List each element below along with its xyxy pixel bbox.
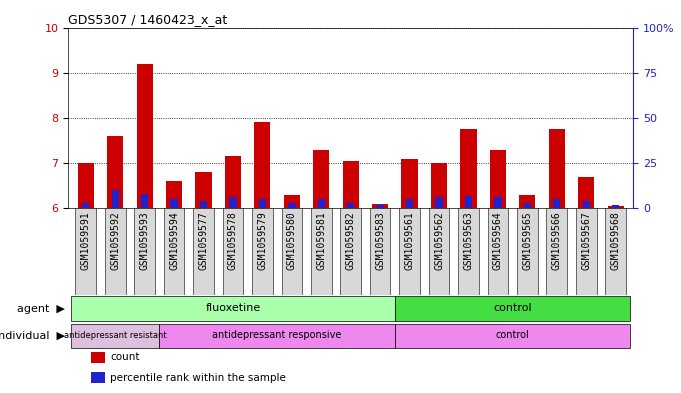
FancyBboxPatch shape — [488, 208, 508, 295]
Text: GSM1059593: GSM1059593 — [140, 212, 150, 270]
Bar — [288, 203, 296, 208]
Text: control: control — [493, 303, 532, 313]
Bar — [612, 205, 619, 208]
Bar — [91, 372, 105, 383]
Text: percentile rank within the sample: percentile rank within the sample — [110, 373, 287, 383]
Text: GSM1059578: GSM1059578 — [228, 212, 238, 270]
FancyBboxPatch shape — [395, 296, 631, 321]
Bar — [494, 197, 502, 208]
Text: GSM1059591: GSM1059591 — [81, 212, 91, 270]
FancyBboxPatch shape — [458, 208, 479, 295]
Text: GSM1059564: GSM1059564 — [493, 212, 503, 270]
Bar — [170, 199, 178, 208]
Bar — [343, 161, 359, 208]
FancyBboxPatch shape — [546, 208, 567, 295]
FancyBboxPatch shape — [71, 324, 159, 349]
Text: GSM1059581: GSM1059581 — [316, 212, 326, 270]
Text: fluoxetine: fluoxetine — [206, 303, 261, 313]
Bar — [377, 205, 384, 208]
FancyBboxPatch shape — [605, 208, 626, 295]
FancyBboxPatch shape — [193, 208, 214, 295]
Text: GSM1059592: GSM1059592 — [110, 212, 121, 270]
Bar — [229, 197, 236, 208]
FancyBboxPatch shape — [105, 208, 125, 295]
Text: agent  ▶: agent ▶ — [17, 303, 65, 314]
Text: GSM1059579: GSM1059579 — [257, 212, 268, 270]
FancyBboxPatch shape — [370, 208, 390, 295]
Text: GSM1059583: GSM1059583 — [375, 212, 385, 270]
Bar — [141, 194, 148, 208]
Bar — [317, 199, 325, 208]
Bar — [406, 199, 413, 208]
FancyBboxPatch shape — [395, 324, 631, 349]
Text: GSM1059567: GSM1059567 — [581, 212, 591, 270]
Bar — [195, 172, 212, 208]
Text: GSM1059582: GSM1059582 — [346, 212, 355, 270]
Text: GSM1059562: GSM1059562 — [434, 212, 444, 270]
Bar — [78, 163, 94, 208]
Text: GDS5307 / 1460423_x_at: GDS5307 / 1460423_x_at — [68, 13, 227, 26]
FancyBboxPatch shape — [163, 208, 185, 295]
Bar — [284, 195, 300, 208]
FancyBboxPatch shape — [311, 208, 332, 295]
Text: GSM1059577: GSM1059577 — [199, 212, 208, 270]
Text: GSM1059565: GSM1059565 — [522, 212, 533, 270]
Text: count: count — [110, 352, 140, 362]
Bar — [582, 201, 590, 208]
FancyBboxPatch shape — [517, 208, 538, 295]
Bar — [553, 199, 560, 208]
Text: GSM1059568: GSM1059568 — [611, 212, 620, 270]
Bar — [431, 163, 447, 208]
Text: antidepressant responsive: antidepressant responsive — [212, 331, 342, 340]
Bar — [91, 352, 105, 363]
Bar — [402, 158, 417, 208]
Bar — [259, 199, 266, 208]
Bar — [112, 190, 119, 208]
Text: individual  ▶: individual ▶ — [0, 331, 65, 341]
Text: GSM1059580: GSM1059580 — [287, 212, 297, 270]
Bar — [82, 203, 89, 208]
Bar — [465, 196, 472, 208]
Bar — [490, 149, 506, 208]
FancyBboxPatch shape — [71, 296, 395, 321]
Bar — [137, 64, 153, 208]
Bar — [460, 129, 477, 208]
Text: antidepressant resistant: antidepressant resistant — [64, 331, 167, 340]
Bar — [107, 136, 123, 208]
Text: control: control — [496, 331, 530, 340]
Bar — [254, 122, 270, 208]
Bar — [607, 206, 624, 208]
FancyBboxPatch shape — [134, 208, 155, 295]
FancyBboxPatch shape — [159, 324, 395, 349]
Bar — [313, 149, 330, 208]
Bar — [372, 204, 388, 208]
FancyBboxPatch shape — [281, 208, 302, 295]
Bar — [225, 156, 241, 208]
FancyBboxPatch shape — [429, 208, 449, 295]
Bar — [435, 197, 443, 208]
Bar — [524, 203, 531, 208]
Bar — [347, 203, 354, 208]
Bar — [166, 181, 183, 208]
Bar — [578, 177, 595, 208]
Text: GSM1059563: GSM1059563 — [464, 212, 473, 270]
Bar — [519, 195, 535, 208]
Text: GSM1059561: GSM1059561 — [405, 212, 415, 270]
FancyBboxPatch shape — [252, 208, 272, 295]
Text: GSM1059594: GSM1059594 — [169, 212, 179, 270]
Bar — [200, 201, 207, 208]
FancyBboxPatch shape — [223, 208, 243, 295]
Text: GSM1059566: GSM1059566 — [552, 212, 562, 270]
FancyBboxPatch shape — [576, 208, 597, 295]
FancyBboxPatch shape — [340, 208, 361, 295]
Bar — [549, 129, 565, 208]
FancyBboxPatch shape — [399, 208, 420, 295]
FancyBboxPatch shape — [76, 208, 96, 295]
